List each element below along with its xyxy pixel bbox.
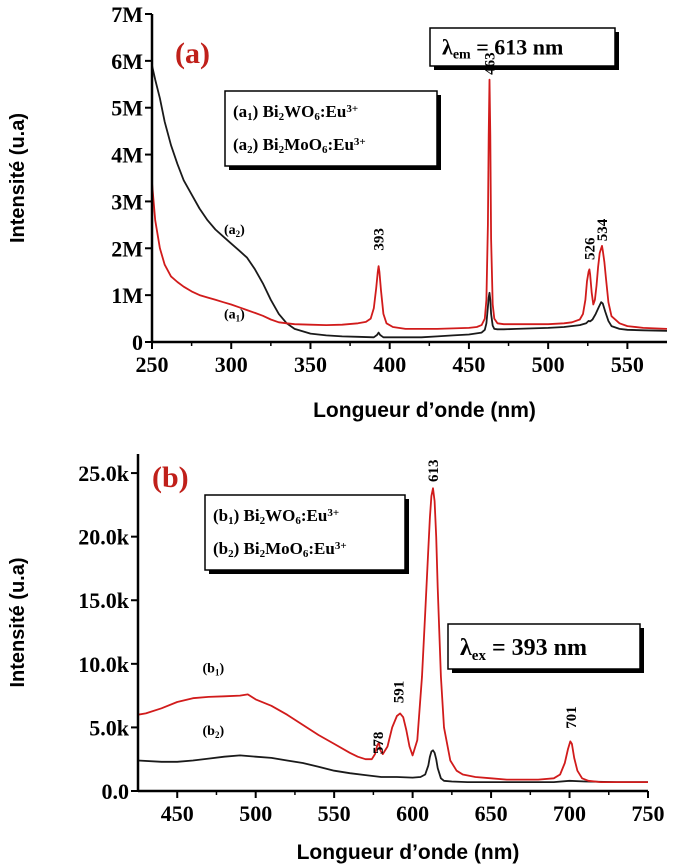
x-tick-label: 250 (136, 352, 169, 377)
y-tick-label: 5.0k (89, 715, 130, 740)
peak-label: 578 (371, 732, 387, 755)
x-tick-label: 750 (632, 801, 665, 826)
y-axis-title: Intensité (u.a) (7, 557, 29, 687)
x-tick-label: 600 (396, 801, 429, 826)
series-line-red (138, 487, 648, 783)
curve-label: (a2) (224, 223, 245, 239)
x-tick-label: 450 (452, 352, 485, 377)
x-tick-label: 700 (553, 801, 586, 826)
legend-entry: (b1) Bi2WO6:Eu3+ (213, 506, 339, 527)
y-tick-label: 3M (111, 189, 143, 214)
panel-b: 450 500 550 600 650 700 750 0.0 5.0k 10.0k 15.0k 20… (7, 454, 665, 864)
y-tick-label: 4M (111, 143, 143, 168)
legend-entry: (b2) Bi2MoO6:Eu3+ (213, 539, 347, 560)
panel-label: (a) (175, 37, 210, 70)
condition-box (447, 623, 641, 670)
y-tick-label: 20.0k (78, 525, 130, 550)
x-tick-label: 500 (532, 352, 565, 377)
excitation-emission-label: λex = 393 nm (460, 635, 587, 664)
y-tick-label: 6M (111, 49, 143, 74)
peak-label: 534 (595, 218, 611, 241)
peak-label: 393 (372, 228, 388, 251)
y-tick-label: 0 (132, 330, 143, 355)
x-tick-label: 400 (373, 352, 406, 377)
legend-entry: (a1) Bi2WO6:Eu3+ (233, 102, 358, 123)
curve-label: (b2) (203, 724, 225, 740)
y-tick-label: 2M (111, 236, 143, 261)
legend-entry: (a2) Bi2MoO6:Eu3+ (233, 135, 366, 156)
panel-a: 250 300 350 400 450 500 550 0 1M 2M 3M 4M 5M 6M 7M Long… (7, 2, 667, 422)
legend-box (224, 90, 438, 167)
y-axis-title: Intensité (u.a) (7, 113, 29, 243)
peak-label: 526 (582, 237, 598, 260)
y-tick-label: 5M (111, 96, 143, 121)
y-tick-label: 7M (111, 2, 143, 27)
panel-label: (b) (152, 461, 189, 494)
curve-label: (a1) (224, 308, 245, 324)
x-tick-label: 450 (161, 801, 194, 826)
y-tick-label: 1M (111, 283, 143, 308)
curve-label: (b1) (203, 662, 225, 678)
series-line-black (138, 749, 648, 783)
y-tick-label: 0.0 (102, 779, 130, 804)
peak-label: 701 (564, 706, 580, 729)
series-line-black (152, 65, 667, 339)
x-tick-label: 350 (294, 352, 327, 377)
peak-label: 463 (483, 52, 499, 75)
y-tick-label: 25.0k (78, 461, 130, 486)
peak-label: 613 (426, 459, 442, 482)
x-axis-title: Longueur d’onde (nm) (313, 399, 536, 422)
excitation-emission-label: λem = 613 nm (442, 35, 563, 63)
y-tick-label: 15.0k (78, 588, 130, 613)
legend-box (204, 494, 406, 571)
x-tick-label: 550 (318, 801, 351, 826)
y-tick-label: 10.0k (78, 652, 130, 677)
x-tick-label: 300 (215, 352, 248, 377)
peak-label: 591 (391, 681, 407, 704)
x-tick-label: 550 (611, 352, 644, 377)
condition-box (429, 27, 616, 67)
x-axis-title: Longueur d’onde (nm) (297, 841, 520, 864)
x-tick-label: 500 (239, 801, 272, 826)
x-tick-label: 650 (475, 801, 508, 826)
series-line-red (152, 78, 667, 330)
